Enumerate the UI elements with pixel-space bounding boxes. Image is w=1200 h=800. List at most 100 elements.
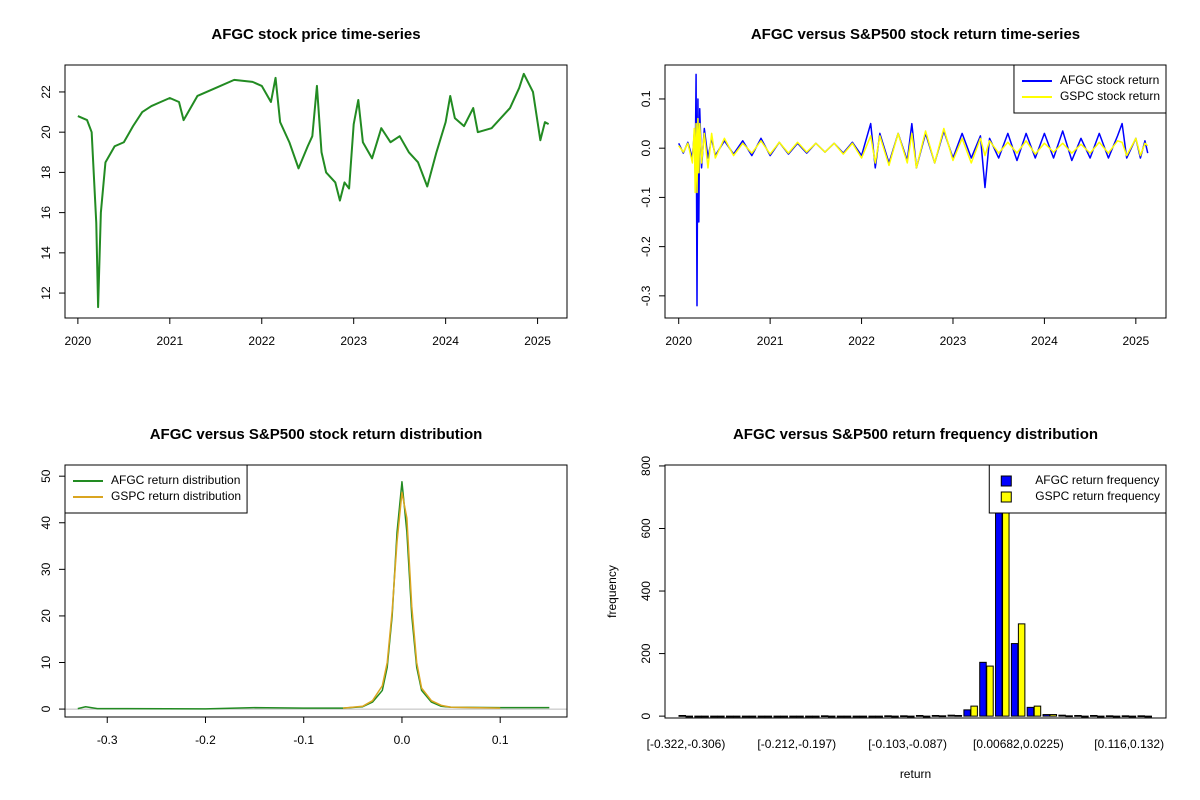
plot-frame — [64, 464, 568, 718]
bar — [1049, 714, 1058, 717]
bar — [1144, 715, 1152, 718]
bar — [1033, 705, 1042, 717]
x-axis-label: return — [900, 767, 931, 781]
legend-box — [1013, 64, 1167, 114]
bar — [1081, 715, 1089, 718]
plot-frame — [664, 464, 1167, 719]
x-tick-label: [-0.212,-0.197) — [757, 737, 836, 751]
bar — [1105, 715, 1114, 718]
bar — [938, 715, 947, 718]
bar — [1097, 715, 1105, 718]
bar — [710, 715, 718, 718]
bar — [979, 661, 987, 717]
bar — [852, 715, 861, 718]
y-axis-label: frequency — [605, 565, 619, 618]
y-tick-label: 40 — [39, 516, 53, 530]
bar — [875, 715, 883, 718]
x-tick-label: 2025 — [524, 334, 551, 348]
legend-label: GSPC stock return — [1060, 89, 1160, 103]
x-tick-label: 2020 — [65, 334, 92, 348]
y-tick-label: 16 — [39, 206, 53, 220]
x-tick-label: 2021 — [156, 334, 183, 348]
chart-title: AFGC stock price time-series — [211, 26, 420, 43]
bar — [963, 709, 971, 717]
bar — [741, 715, 750, 718]
bar — [970, 705, 978, 717]
bar — [868, 715, 876, 718]
bar — [701, 715, 709, 718]
legend-box — [988, 464, 1167, 514]
x-tick-label: 0.0 — [394, 733, 411, 747]
chart-title: AFGC versus S&P500 return frequency dist… — [733, 426, 1098, 443]
legend-label: AFGC return frequency — [1035, 473, 1159, 487]
x-tick-label: 2022 — [248, 334, 275, 348]
y-tick-label: 10 — [39, 656, 53, 670]
bar — [1121, 715, 1130, 718]
bar — [922, 715, 931, 718]
series-line — [678, 117, 1149, 194]
y-tick-label: 30 — [39, 562, 53, 576]
legend: AFGC return distribution GSPC return dist… — [64, 464, 248, 514]
legend-label: AFGC stock return — [1060, 73, 1159, 87]
bar — [884, 715, 892, 718]
y-tick-label: 18 — [39, 165, 53, 179]
bar — [891, 715, 899, 718]
x-tick-label: -0.3 — [97, 733, 118, 747]
legend: AFGC stock return GSPC stock return — [1013, 64, 1167, 114]
legend-swatch — [1000, 491, 1012, 503]
bar — [820, 715, 829, 718]
x-tick-label: 2020 — [665, 334, 692, 348]
bar — [717, 715, 725, 718]
bar — [1137, 715, 1145, 718]
y-tick-label: 20 — [39, 609, 53, 623]
bar — [995, 509, 1003, 717]
bar — [732, 715, 741, 718]
x-tick-label: [0.00682,0.0225) — [973, 737, 1064, 751]
bar — [1026, 706, 1035, 717]
bar — [907, 715, 915, 718]
legend-label: GSPC return frequency — [1035, 489, 1160, 503]
bar — [773, 715, 781, 718]
y-tick-label: 0.1 — [639, 90, 653, 107]
bar — [843, 715, 852, 718]
bar — [1090, 714, 1098, 717]
x-tick-label: [-0.322,-0.306) — [647, 737, 726, 751]
bar — [947, 714, 956, 717]
bar — [789, 715, 797, 718]
bar — [805, 715, 813, 718]
series-line — [77, 72, 550, 309]
plot-frame — [664, 64, 1167, 319]
bar — [725, 715, 734, 718]
bar — [1128, 715, 1137, 718]
y-tick-label: 0 — [639, 712, 653, 719]
x-tick-label: 0.1 — [492, 733, 509, 747]
legend-label: GSPC return distribution — [111, 489, 241, 503]
x-tick-label: 2021 — [757, 334, 784, 348]
x-tick-label: 2023 — [340, 334, 367, 348]
legend-box — [64, 464, 248, 514]
x-tick-label: -0.2 — [195, 733, 216, 747]
y-tick-label: 14 — [39, 246, 53, 260]
bar — [685, 715, 693, 718]
x-tick-label: 2024 — [1031, 334, 1058, 348]
bar — [1058, 714, 1066, 717]
y-tick-label: 50 — [39, 469, 53, 483]
x-tick-label: [-0.103,-0.087) — [868, 737, 947, 751]
y-tick-label: 200 — [639, 643, 653, 663]
plot-frame — [64, 64, 568, 319]
bar — [931, 714, 940, 717]
bar — [1017, 623, 1026, 717]
bar — [1002, 509, 1010, 717]
y-tick-label: 20 — [39, 125, 53, 139]
bar — [836, 715, 845, 718]
x-tick-label: 2022 — [848, 334, 875, 348]
bar — [1065, 715, 1073, 718]
bar — [859, 715, 868, 718]
y-tick-label: 800 — [639, 456, 653, 476]
bar — [986, 665, 994, 717]
y-tick-label: 400 — [639, 581, 653, 601]
legend-swatch — [1000, 475, 1012, 487]
y-tick-label: -0.2 — [639, 236, 653, 257]
chart-title: AFGC versus S&P500 stock return distribu… — [150, 426, 483, 443]
